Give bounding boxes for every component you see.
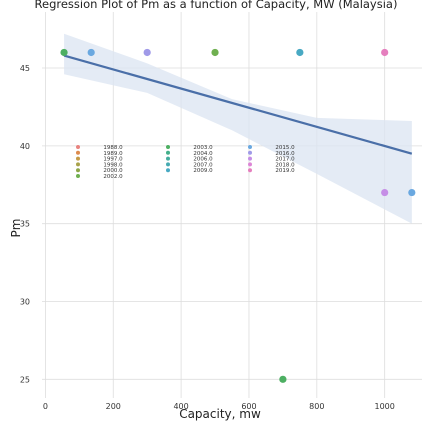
legend-label: 2015.0: [275, 145, 295, 151]
legend-label: 2003.0: [193, 145, 213, 151]
x-tick-label: 400: [173, 402, 188, 411]
legend-label: 2016.0: [275, 151, 295, 157]
data-point: [381, 188, 389, 197]
legend-marker: [76, 150, 80, 155]
legend-label: 1998.0: [103, 162, 123, 168]
legend-marker: [166, 162, 170, 167]
data-point: [87, 48, 95, 57]
legend-marker: [76, 145, 80, 149]
legend-label: 1988.0: [103, 145, 123, 151]
confidence-band: [64, 33, 412, 224]
legend-marker: [76, 174, 80, 178]
legend-label: 2019.0: [275, 168, 295, 174]
legend-marker: [166, 150, 170, 155]
y-axis-label: Pm: [9, 219, 23, 238]
legend-label: 2007.0: [193, 162, 213, 168]
x-tick-label: 0: [43, 402, 48, 411]
x-tick-label: 1000: [374, 402, 394, 411]
y-tick-label: 45: [20, 64, 30, 73]
legend-label: 2002.0: [103, 174, 123, 180]
data-point: [60, 48, 68, 57]
data-point: [211, 48, 219, 57]
x-axis-label: Capacity, mw: [179, 407, 261, 421]
legend-marker: [248, 168, 252, 173]
legend-label: 2000.0: [103, 168, 123, 174]
tick-labels: 0 200 400 600 800 1000 25 30 35 40 45: [20, 64, 395, 411]
x-tick-label: 800: [309, 402, 324, 411]
legend-label: 2009.0: [193, 168, 213, 174]
x-tick-label: 600: [241, 402, 256, 411]
legend-marker: [248, 162, 252, 167]
regression-line: [63, 54, 413, 155]
x-tick-label: 200: [106, 402, 121, 411]
legend-label: 2018.0: [275, 162, 295, 168]
y-tick-label: 35: [20, 220, 30, 229]
data-point: [408, 188, 416, 197]
legend-label: 1989.0: [103, 151, 123, 157]
legend-marker: [166, 145, 170, 149]
y-tick-label: 40: [20, 142, 30, 151]
legend-marker: [166, 168, 170, 173]
legend-marker: [76, 162, 80, 167]
legend-label: 1997.0: [103, 157, 123, 163]
data-point: [143, 48, 151, 57]
legend-marker: [248, 145, 252, 149]
data-point: [279, 375, 287, 383]
data-point: [381, 48, 389, 57]
chart-title: Regression Plot of Pm as a function of C…: [35, 0, 398, 11]
legend-marker: [248, 150, 252, 155]
legend-label: 2017.0: [275, 157, 295, 163]
legend-marker: [76, 168, 80, 173]
legend-marker: [76, 156, 80, 161]
legend-label: 2004.0: [193, 151, 213, 157]
legend-marker: [248, 156, 252, 161]
y-tick-label: 30: [20, 298, 30, 307]
legend-marker: [166, 156, 170, 161]
data-point: [296, 48, 304, 57]
legend-label: 2006.0: [193, 157, 213, 163]
points-layer: [60, 48, 416, 383]
y-tick-label: 25: [20, 375, 30, 384]
